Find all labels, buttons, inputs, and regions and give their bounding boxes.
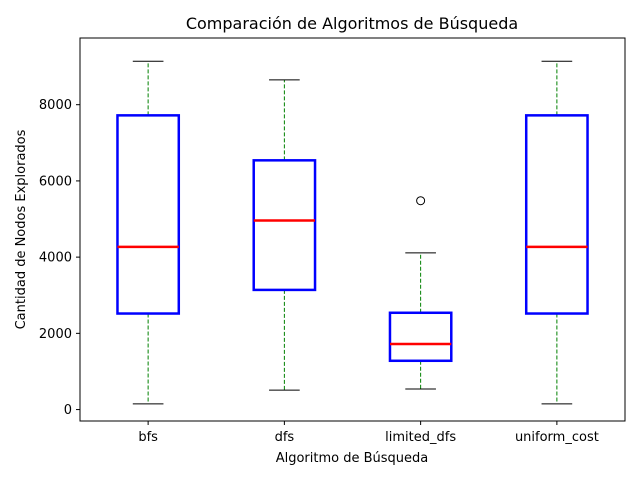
outlier-point (416, 196, 426, 206)
x-tick-label: uniform_cost (515, 430, 599, 445)
y-tick-label: 0 (64, 403, 72, 418)
y-tick-label: 8000 (39, 98, 72, 113)
y-tick-label: 4000 (39, 251, 72, 266)
box-limited_dfs (388, 311, 453, 363)
x-tick-label: bfs (138, 430, 158, 445)
plot-area: 0 2000 4000 6000 8000 bfs dfs limited_dfs unifor… (39, 60, 599, 445)
box-bfs (116, 114, 181, 315)
x-tick-label: limited_dfs (385, 430, 456, 445)
y-tick-label: 6000 (39, 174, 72, 189)
box-dfs (252, 159, 317, 292)
box-uniform_cost (524, 114, 589, 315)
plot-frame (79, 37, 626, 422)
y-axis-label: Cantidad de Nodos Explorados (14, 129, 29, 329)
x-axis-label: Algoritmo de Búsqueda (276, 451, 429, 466)
chart-title: Comparación de Algoritmos de Búsqueda (186, 14, 518, 33)
x-tick-label: dfs (275, 430, 295, 445)
y-tick-label: 2000 (39, 327, 72, 342)
